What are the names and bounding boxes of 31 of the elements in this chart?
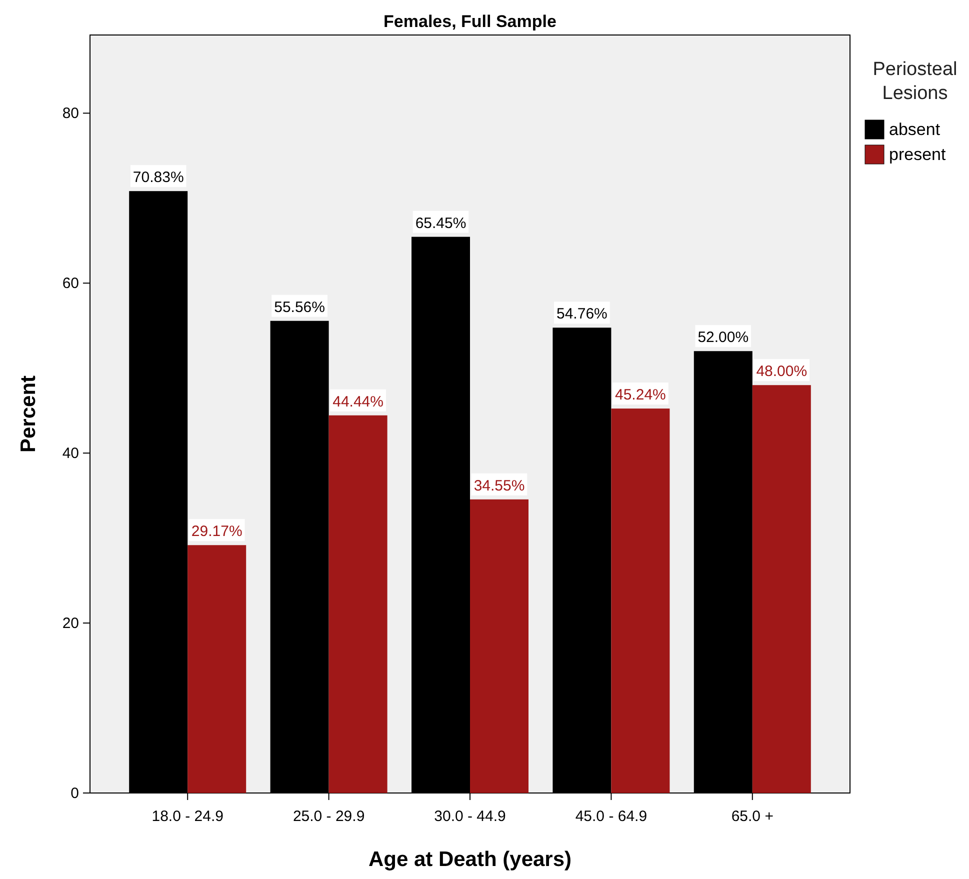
bar xyxy=(752,385,811,793)
x-axis-title: Age at Death (years) xyxy=(368,848,572,871)
x-tick-label: 18.0 - 24.9 xyxy=(152,808,224,825)
y-axis-title: Percent xyxy=(17,375,40,453)
bar xyxy=(470,499,528,793)
bar xyxy=(328,415,388,793)
y-tick-label: 40 xyxy=(62,445,79,462)
data-label: 34.55% xyxy=(474,477,525,494)
y-tick-label: 0 xyxy=(70,785,79,802)
data-label: 44.44% xyxy=(332,393,384,410)
data-label: 52.00% xyxy=(698,329,749,346)
data-label: 45.24% xyxy=(615,386,666,404)
x-tick-label: 45.0 - 64.9 xyxy=(575,808,648,825)
y-tick-label: 60 xyxy=(62,275,79,292)
legend-label: absent xyxy=(889,120,940,139)
x-tick-label: 30.0 - 44.9 xyxy=(434,808,506,825)
data-label: 48.00% xyxy=(756,363,808,380)
x-tick-label: 25.0 - 29.9 xyxy=(292,808,365,825)
data-label: 65.45% xyxy=(415,214,466,232)
bar xyxy=(611,408,670,793)
y-tick-label: 20 xyxy=(62,615,79,632)
legend-label: present xyxy=(889,145,946,164)
data-label: 70.83% xyxy=(132,169,184,186)
chart-title: Females, Full Sample xyxy=(384,12,556,31)
data-label: 55.56% xyxy=(274,298,325,316)
legend-title: Periosteal Lesions xyxy=(872,59,958,104)
bar xyxy=(188,545,246,793)
y-tick-label: 80 xyxy=(62,105,79,122)
data-label: 54.76% xyxy=(556,306,608,323)
x-tick-label: 65.0 + xyxy=(731,808,774,825)
data-label: 29.17% xyxy=(191,523,242,540)
